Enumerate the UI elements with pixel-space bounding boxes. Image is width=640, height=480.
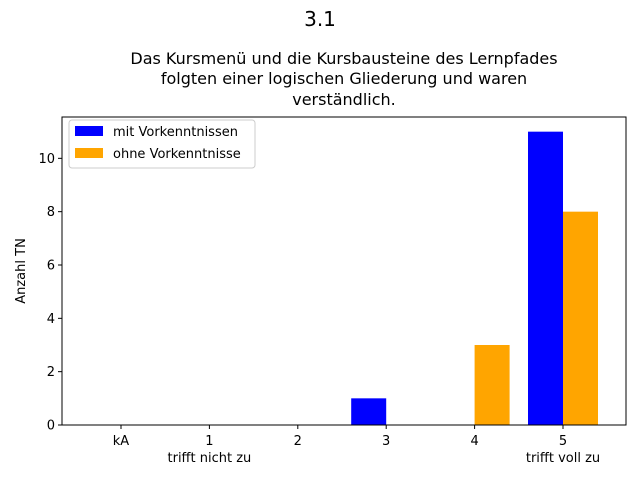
x-axis-ticks: kA 1 trifft nicht zu 2 3 4 5 trifft voll zu — [113, 425, 600, 466]
bar-mit-3 — [351, 398, 387, 425]
y-axis-ticks: 0 2 4 6 8 10 — [38, 152, 62, 434]
legend-frame — [68, 119, 256, 169]
y-tick-label: 8 — [47, 205, 55, 220]
legend-swatch-mit — [75, 126, 103, 136]
legend-swatch-ohne — [75, 148, 103, 158]
chart-title-line-1: Das Kursmenü und die Kursbausteine des L… — [130, 49, 557, 68]
x-tick-sublabel-1: trifft nicht zu — [168, 451, 252, 466]
legend: mit Vorkenntnissen ohne Vorkenntnisse — [68, 119, 256, 169]
plot-frame — [61, 116, 627, 426]
bar-mit-5 — [528, 131, 563, 425]
x-tick-label-3: 3 — [382, 434, 390, 449]
y-tick-label: 0 — [47, 419, 55, 434]
x-tick-label-4: 4 — [470, 434, 478, 449]
chart-title-line-2: folgten einer logischen Gliederung und w… — [161, 69, 527, 88]
y-tick-label: 2 — [47, 365, 55, 380]
y-tick-label: 6 — [47, 259, 55, 274]
x-tick-label-2: 2 — [294, 434, 302, 449]
bar-ohne-4 — [474, 345, 510, 425]
chart-title-line-3: verständlich. — [292, 90, 396, 109]
bar-ohne-5 — [563, 211, 598, 425]
chart-suptitle: 3.1 — [304, 7, 336, 31]
y-tick-label: 4 — [47, 312, 55, 327]
x-tick-label-1: 1 — [205, 434, 213, 449]
legend-label-mit: mit Vorkenntnissen — [113, 125, 238, 140]
bars-group — [351, 131, 598, 425]
x-tick-label-5: 5 — [559, 434, 567, 449]
y-tick-label: 10 — [38, 152, 55, 167]
y-axis-label: Anzahl TN — [14, 238, 29, 304]
legend-label-ohne: ohne Vorkenntnisse — [113, 147, 241, 162]
x-tick-sublabel-5: trifft voll zu — [526, 451, 600, 466]
x-tick-label-kA: kA — [113, 434, 130, 449]
